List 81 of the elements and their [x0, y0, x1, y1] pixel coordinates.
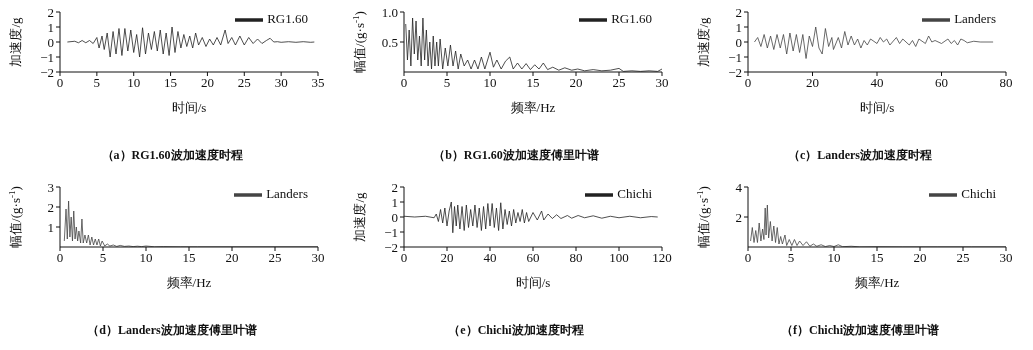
x-tick-label: 80: [569, 250, 583, 266]
x-tick-label: 20: [225, 250, 239, 266]
x-tick-label: 35: [311, 75, 325, 91]
x-tick-label: 40: [870, 75, 884, 91]
x-tick-label: 10: [483, 75, 497, 91]
x-tick-label: 15: [182, 250, 196, 266]
y-tick-label: 2: [735, 209, 742, 225]
x-tick-label: 10: [827, 250, 841, 266]
x-tick-label: 15: [870, 250, 884, 266]
x-axis-title: 时间/s: [171, 100, 207, 115]
x-tick-label: 10: [127, 75, 141, 91]
x-axis-title: 频率/Hz: [166, 275, 212, 290]
x-tick-label: 20: [440, 250, 454, 266]
x-tick-label: 15: [526, 75, 540, 91]
x-tick-label: 120: [652, 250, 672, 266]
y-tick-label: 0.5: [381, 34, 398, 50]
x-tick-label: 20: [200, 75, 214, 91]
y-tick-label: −1: [40, 49, 54, 65]
x-tick-label: 60: [935, 75, 948, 91]
x-axis-title: 时间/s: [515, 275, 551, 290]
x-axis-title: 频率/Hz: [854, 275, 900, 290]
x-tick-label: 20: [913, 250, 927, 266]
x-tick-label: 30: [999, 250, 1013, 266]
y-tick-label: −1: [728, 49, 742, 65]
y-tick-label: 0: [391, 209, 398, 225]
x-axis-title: 时间/s: [859, 100, 895, 115]
y-axis-title: 加速度/g: [8, 16, 23, 67]
x-tick-label: 30: [274, 75, 288, 91]
y-tick-label: 1: [391, 194, 398, 210]
x-tick-label: 60: [526, 250, 540, 266]
y-tick-label: 1.0: [381, 4, 398, 20]
text: （d）Landers波加速度傅里叶谱: [86, 322, 258, 339]
x-tick-label: 10: [139, 250, 153, 266]
x-tick-label: 5: [93, 75, 101, 91]
legend-label: RG1.60: [611, 10, 652, 26]
x-tick-label: 5: [99, 250, 107, 266]
x-tick-label: 20: [569, 75, 583, 91]
x-tick-label: 30: [311, 250, 325, 266]
y-tick-label: 4: [735, 179, 743, 195]
y-tick-label: 2: [47, 199, 54, 215]
y-tick-label: −2: [384, 239, 398, 255]
y-tick-label: 0: [47, 34, 54, 50]
x-tick-label: 25: [268, 250, 282, 266]
text: （a）RG1.60波加速度时程: [100, 147, 244, 164]
text: （f）Chichi波加速度傅里叶谱: [780, 322, 940, 339]
line-series: [754, 26, 994, 59]
y-tick-label: 1: [47, 219, 54, 235]
legend-label: RG1.60: [267, 10, 308, 26]
line-series: [404, 201, 659, 234]
y-tick-label: 1: [47, 19, 54, 35]
y-tick-label: −2: [728, 64, 742, 80]
y-tick-label: 2: [47, 4, 54, 20]
legend-label: Landers: [266, 185, 308, 201]
x-tick-label: 40: [483, 250, 497, 266]
legend-label: Landers: [954, 10, 996, 26]
y-tick-label: 3: [47, 179, 54, 195]
x-tick-label: 25: [237, 75, 251, 91]
x-tick-label: 25: [956, 250, 970, 266]
x-tick-label: 5: [787, 250, 795, 266]
x-tick-label: 80: [999, 75, 1013, 91]
y-axis-title: 加速度/g: [696, 16, 711, 67]
x-tick-label: 30: [655, 75, 669, 91]
y-tick-label: 0: [735, 34, 742, 50]
x-tick-label: 20: [806, 75, 819, 91]
text: （b）RG1.60波加速度傅里叶谱: [432, 147, 600, 164]
x-tick-label: 25: [612, 75, 626, 91]
x-axis-title: 频率/Hz: [510, 100, 556, 115]
legend-label: Chichi: [617, 185, 652, 201]
y-tick-label: −2: [40, 64, 54, 80]
x-tick-label: 100: [609, 250, 629, 266]
y-axis-title: 加速度/g: [352, 191, 367, 242]
y-tick-label: 2: [735, 4, 742, 20]
x-tick-label: 15: [164, 75, 178, 91]
y-tick-label: −1: [384, 224, 398, 240]
y-tick-label: 2: [391, 179, 398, 195]
y-tick-label: 1: [735, 19, 742, 35]
text: （c）Landers波加速度时程: [787, 147, 933, 164]
x-tick-label: 5: [443, 75, 451, 91]
legend-label: Chichi: [961, 185, 996, 201]
text: （e）Chichi波加速度时程: [447, 322, 585, 339]
line-series: [66, 26, 315, 58]
